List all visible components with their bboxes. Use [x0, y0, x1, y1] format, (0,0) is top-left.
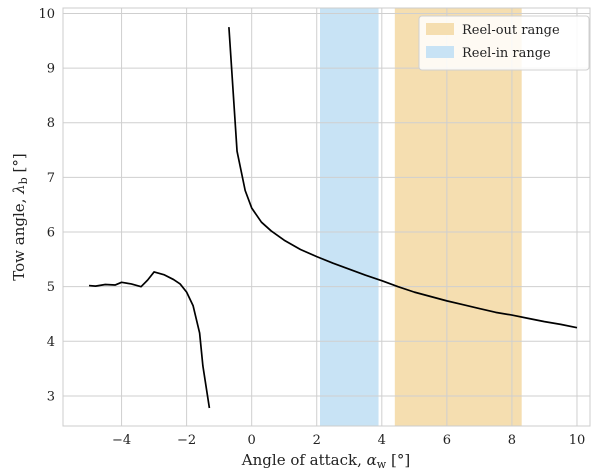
legend-items: Reel-out range Reel-in range [426, 23, 560, 61]
legend-swatch-1 [426, 46, 454, 58]
legend-swatch-0 [426, 23, 454, 35]
y-tick-label-0: 3 [47, 389, 55, 404]
x-axis-label: Angle of attack, αw [°] [241, 451, 410, 470]
y-tick-label-4: 7 [47, 171, 55, 186]
legend-box [418, 15, 590, 71]
y-tick-label-7: 10 [38, 7, 55, 22]
y-tick-label-2: 5 [47, 280, 55, 295]
x-tick-labels: −4 −2 0 2 4 6 8 10 [112, 433, 585, 448]
range-span-0 [394, 8, 522, 426]
range-spans [319, 8, 522, 426]
x-tick-label-2: 0 [248, 433, 256, 448]
x-tick-label-3: 2 [313, 433, 321, 448]
range-span-1 [319, 8, 379, 426]
x-tick-label-7: 10 [569, 433, 586, 448]
y-axis-label: Tow angle, λb [°] [10, 153, 30, 280]
y-tick-labels: 3 4 5 6 7 8 9 10 [38, 7, 55, 404]
legend-label-1: Reel-in range [462, 46, 551, 61]
x-tick-label-0: −4 [112, 433, 131, 448]
series-line-1 [228, 27, 578, 329]
grid-lines [63, 8, 590, 426]
x-tick-label-4: 4 [378, 433, 386, 448]
legend: Reel-out range Reel-in range [418, 15, 590, 71]
x-tick-label-5: 6 [443, 433, 451, 448]
x-tick-label-1: −2 [177, 433, 196, 448]
y-tick-label-1: 4 [47, 335, 55, 350]
plot-frame [62, 7, 591, 427]
y-tick-label-6: 9 [47, 62, 55, 77]
x-tick-label-6: 8 [508, 433, 516, 448]
series-line-0 [88, 271, 211, 409]
data-series [88, 27, 578, 409]
y-tick-label-5: 8 [47, 116, 55, 131]
legend-label-0: Reel-out range [462, 23, 560, 38]
y-tick-label-3: 6 [47, 226, 55, 241]
